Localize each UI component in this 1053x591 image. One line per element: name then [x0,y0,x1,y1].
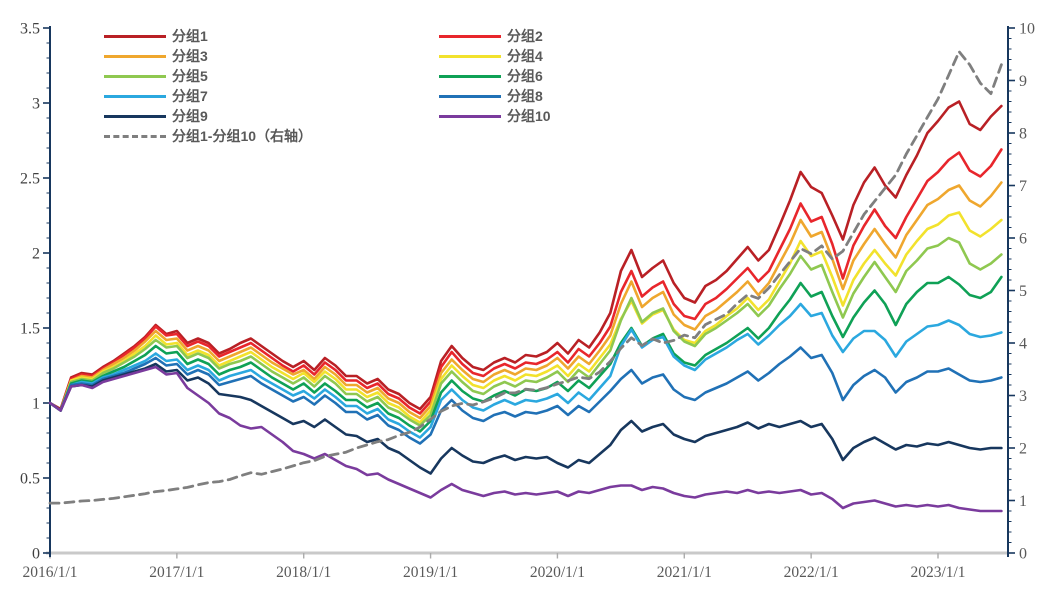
group9-line-swatch [104,115,166,118]
series-line-11 [48,50,1003,505]
group6-line-swatch [439,75,501,78]
group1-line-swatch [104,35,166,38]
legend-label: 分组4 [507,48,543,64]
legend-item-longshort-right-axis: 分组1-分组10（右轴） [104,128,551,144]
legend-label: 分组5 [172,68,208,84]
group5-line-swatch [104,75,166,78]
x-tick-label: 2022/1/1 [784,564,839,581]
series-line-8 [48,346,1003,445]
legend-label: 分组10 [507,108,551,124]
series-line-7 [48,302,1003,439]
left-axis-tick-label: 0 [32,546,40,563]
legend-label: 分组7 [172,88,208,104]
series-line-2 [48,148,1003,415]
group7-line-swatch [104,95,166,98]
legend-item-group10: 分组10 [439,108,551,124]
legend-label: 分组9 [172,108,208,124]
group8-line-swatch [439,95,501,98]
x-tick-label: 2023/1/1 [910,564,965,581]
left-axis-tick-label: 3 [32,96,40,113]
right-axis-tick-label: 10 [1019,21,1035,38]
series-line-4 [48,211,1003,424]
legend-label: 分组2 [507,28,543,44]
group3-line-swatch [104,55,166,58]
right-axis-tick-label: 0 [1019,546,1027,563]
x-tick-label: 2019/1/1 [403,564,458,581]
legend-item-group6: 分组6 [439,68,551,84]
x-tick-label: 2018/1/1 [276,564,331,581]
right-axis-tick-label: 1 [1019,493,1027,510]
right-axis: 0 1 2 3 4 5 6 7 8 9 10 [1007,21,1035,563]
legend-label: 分组1-分组10（右轴） [172,128,313,144]
legend: 分组1 分组2 分组3 分组4 分组5 分组6 分组7 分组8 分组9 分组10… [104,28,551,144]
longshort-dashed-line-swatch [104,135,166,138]
series-line-9 [48,362,1003,475]
series-line-10 [48,365,1003,513]
right-axis-tick-label: 6 [1019,231,1027,248]
right-axis-tick-label: 9 [1019,73,1027,90]
left-axis-tick-label: 0.5 [20,471,40,488]
legend-label: 分组1 [172,28,208,44]
right-axis-tick-label: 5 [1019,283,1027,300]
legend-item-group2: 分组2 [439,28,551,44]
group2-line-swatch [439,35,501,38]
legend-label: 分组6 [507,68,543,84]
series-line-3 [48,181,1003,420]
x-tick-label: 2020/1/1 [530,564,585,581]
right-axis-tick-label: 7 [1019,178,1027,195]
x-tick-label: 2017/1/1 [149,564,204,581]
right-axis-tick-label: 3 [1019,388,1027,405]
legend-item-group4: 分组4 [439,48,551,64]
legend-item-group7: 分组7 [104,88,439,104]
x-tick-label: 2016/1/1 [22,564,77,581]
series-line-1 [48,100,1003,411]
left-axis: 0 0.5 1 1.5 2 2.5 3 3.5 [20,21,51,563]
left-axis-tick-label: 1 [32,396,40,413]
legend-item-group3: 分组3 [104,48,439,64]
legend-item-group8: 分组8 [439,88,551,104]
legend-item-group1: 分组1 [104,28,439,44]
right-axis-tick-label: 4 [1019,336,1027,353]
x-tick-label: 2021/1/1 [657,564,712,581]
left-axis-tick-label: 3.5 [20,21,40,38]
legend-item-group5: 分组5 [104,68,439,84]
group4-line-swatch [439,55,501,58]
left-axis-tick-label: 2.5 [20,171,40,188]
group10-line-swatch [439,115,501,118]
legend-item-group9: 分组9 [104,108,439,124]
legend-label: 分组3 [172,48,208,64]
x-axis: 2016/1/1 2017/1/1 2018/1/1 2019/1/1 2020/1/1… [22,551,1008,581]
left-axis-tick-label: 1.5 [20,321,40,338]
legend-label: 分组8 [507,88,543,104]
right-axis-tick-label: 2 [1019,441,1027,458]
series-line-5 [48,236,1003,427]
left-axis-tick-label: 2 [32,246,40,263]
right-axis-tick-label: 8 [1019,126,1027,143]
